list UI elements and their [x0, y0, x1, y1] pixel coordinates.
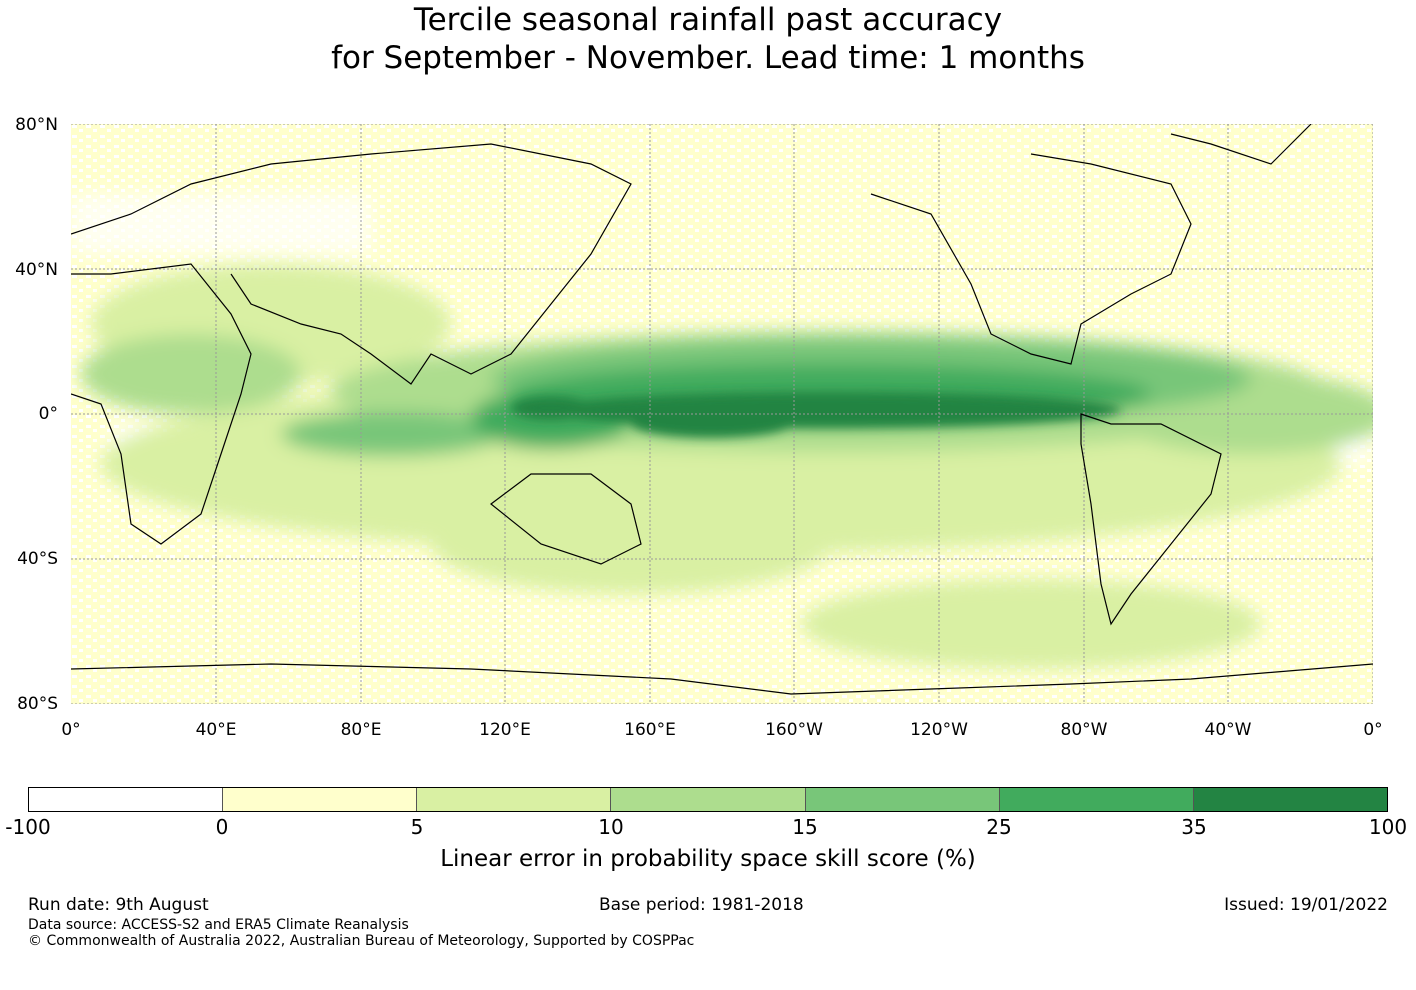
lat-label-40s: 40°S — [17, 549, 58, 569]
lon-label-0-west: 0° — [61, 720, 81, 740]
colorbar-tick: 100 — [1368, 815, 1408, 839]
coastline-eurasia — [71, 143, 632, 385]
copyright: © Commonwealth of Australia 2022, Austra… — [28, 933, 695, 949]
coastline-antarctica — [71, 663, 1373, 695]
data-source: Data source: ACCESS-S2 and ERA5 Climate … — [28, 917, 409, 933]
lon-label-80w: 80°W — [1060, 720, 1108, 740]
colorbar-tick: 0 — [215, 815, 229, 839]
coastlines — [71, 124, 1373, 695]
coastline-north-america — [870, 153, 1192, 365]
skill-zone — [801, 579, 1261, 669]
colorbar-segment — [417, 788, 612, 811]
colorbar-segment — [611, 788, 806, 811]
coastline-australia — [490, 473, 642, 565]
skill-zone — [281, 412, 501, 456]
colorbar-tick: 5 — [410, 815, 424, 839]
base-period: Base period: 1981-2018 — [599, 895, 804, 915]
skill-zone — [631, 410, 791, 438]
lat-label-80s: 80°S — [17, 694, 58, 714]
lon-label-160e: 160°E — [624, 720, 676, 740]
colorbar-segment — [999, 788, 1194, 811]
graticule — [71, 124, 1373, 704]
colorbar-tick: 25 — [986, 815, 1012, 839]
lat-label-80n: 80°N — [15, 115, 58, 135]
colorbar-segment — [29, 788, 224, 811]
skill-zone — [541, 392, 1121, 428]
colorbar-segment — [805, 788, 1000, 811]
lon-label-80e: 80°E — [340, 720, 382, 740]
coastline-greenland — [1170, 124, 1312, 165]
lon-label-40w: 40°W — [1204, 720, 1252, 740]
colorbar — [28, 787, 1388, 812]
colorbar-tick: 35 — [1181, 815, 1207, 839]
skill-zone — [511, 396, 591, 420]
coastline-south-america — [1080, 413, 1222, 626]
lon-label-0-east: 0° — [1363, 720, 1383, 740]
lon-label-120e: 120°E — [479, 720, 531, 740]
coastline-africa — [71, 263, 252, 545]
colorbar-tick: -100 — [5, 815, 51, 839]
colorbar-label: Linear error in probability space skill … — [440, 846, 976, 872]
colorbar-tick: 10 — [598, 815, 624, 839]
lon-label-160w: 160°W — [765, 720, 823, 740]
lat-label-40n: 40°N — [15, 260, 58, 280]
run-date: Run date: 9th August — [28, 895, 209, 915]
colorbar-tick: 15 — [792, 815, 818, 839]
colorbar-segment — [1193, 788, 1387, 811]
issued-date: Issued: 19/01/2022 — [1224, 895, 1388, 915]
lat-label-0: 0° — [38, 404, 58, 424]
map-title-line1: Tercile seasonal rainfall past accuracy — [413, 2, 1003, 38]
lon-label-40e: 40°E — [195, 720, 237, 740]
colorbar-segment — [223, 788, 418, 811]
map-title-line2: for September - November. Lead time: 1 m… — [331, 40, 1085, 76]
skill-score-map — [71, 124, 1373, 704]
lon-label-120w: 120°W — [910, 720, 968, 740]
skill-zone — [81, 334, 301, 414]
white-region — [71, 194, 371, 254]
skill-zone — [431, 494, 831, 594]
